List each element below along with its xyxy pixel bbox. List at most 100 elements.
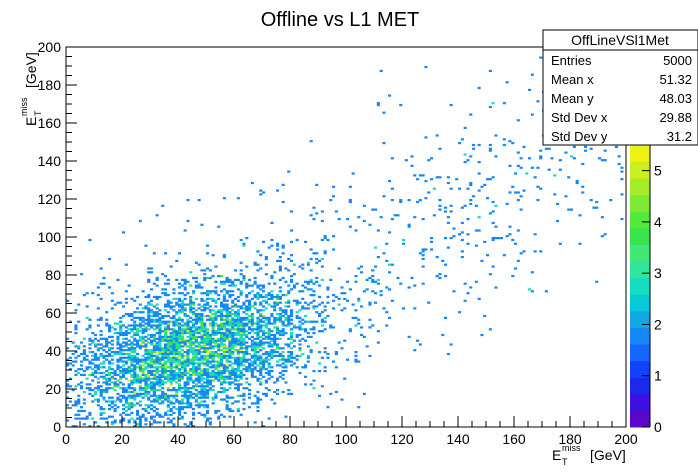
histogram-bin	[203, 373, 207, 376]
histogram-bin	[256, 330, 260, 333]
histogram-bin	[124, 368, 128, 371]
histogram-bin	[245, 370, 249, 373]
histogram-bin	[88, 326, 92, 329]
histogram-bin	[239, 318, 243, 321]
histogram-bin	[127, 354, 131, 357]
histogram-bin	[222, 299, 226, 302]
histogram-bin	[141, 364, 145, 367]
histogram-bin	[116, 392, 120, 395]
histogram-bin	[74, 356, 78, 359]
histogram-bin	[178, 347, 182, 350]
histogram-bin	[147, 301, 151, 304]
histogram-bin	[122, 389, 126, 392]
histogram-bin	[208, 362, 212, 365]
histogram-bin	[189, 394, 193, 397]
histogram-bin	[519, 195, 523, 198]
histogram-bin	[183, 307, 187, 310]
histogram-bin	[175, 371, 179, 375]
histogram-bin	[301, 263, 305, 266]
histogram-bin	[264, 295, 268, 299]
histogram-bin	[158, 324, 162, 327]
color-scale-segment	[630, 178, 650, 196]
histogram-bin	[172, 423, 176, 426]
histogram-bin	[284, 324, 288, 327]
histogram-bin	[228, 339, 232, 342]
histogram-bin	[74, 370, 78, 373]
histogram-bin	[256, 345, 260, 348]
histogram-bin	[259, 339, 263, 342]
histogram-bin	[245, 286, 249, 289]
histogram-bin	[180, 390, 184, 394]
x-tick-label: 100	[334, 431, 358, 447]
histogram-bin	[130, 351, 134, 354]
histogram-bin	[281, 320, 285, 323]
histogram-bin	[152, 400, 156, 403]
histogram-bin	[150, 377, 154, 380]
histogram-bin	[116, 385, 120, 388]
histogram-bin	[147, 354, 151, 357]
histogram-bin	[150, 352, 154, 356]
histogram-bin	[169, 379, 173, 382]
histogram-bin	[228, 349, 232, 352]
histogram-bin	[127, 358, 131, 361]
histogram-bin	[74, 425, 78, 428]
histogram-bin	[413, 307, 417, 310]
histogram-bin	[446, 352, 450, 356]
histogram-bin	[99, 267, 103, 270]
histogram-bin	[183, 313, 187, 316]
histogram-bin	[152, 313, 156, 316]
histogram-bin	[259, 193, 263, 196]
histogram-bin	[211, 356, 215, 359]
histogram-bin	[239, 320, 243, 323]
histogram-bin	[256, 337, 260, 340]
histogram-bin	[267, 362, 271, 365]
histogram-bin	[228, 318, 232, 321]
histogram-bin	[164, 394, 168, 397]
histogram-bin	[197, 364, 201, 367]
histogram-bin	[220, 275, 224, 278]
histogram-bin	[231, 341, 235, 344]
histogram-bin	[178, 341, 182, 344]
histogram-bin	[194, 326, 198, 329]
histogram-bin	[169, 373, 173, 376]
histogram-bin	[164, 332, 168, 335]
histogram-bin	[175, 311, 179, 314]
color-scale-segment	[630, 327, 650, 345]
histogram-bin	[211, 275, 215, 278]
histogram-bin	[528, 157, 532, 160]
histogram-bin	[124, 345, 128, 348]
histogram-bin	[388, 263, 392, 266]
histogram-bin	[141, 389, 145, 392]
histogram-bin	[144, 409, 148, 413]
histogram-bin	[161, 288, 165, 291]
x-axis-title-sup: miss	[562, 443, 581, 453]
histogram-bin	[122, 324, 126, 327]
histogram-bin	[276, 379, 280, 382]
histogram-bin	[158, 349, 162, 352]
histogram-bin	[231, 347, 235, 350]
histogram-bin	[231, 316, 235, 319]
histogram-bin	[256, 309, 260, 312]
histogram-bin	[276, 337, 280, 340]
histogram-bin	[186, 383, 190, 386]
histogram-bin	[231, 333, 235, 337]
histogram-bin	[110, 339, 114, 342]
histogram-bin	[242, 360, 246, 363]
histogram-bin	[82, 402, 86, 405]
histogram-bin	[183, 345, 187, 348]
histogram-bin	[152, 383, 156, 386]
histogram-bin	[102, 337, 106, 340]
histogram-bin	[183, 385, 187, 388]
histogram-bin	[388, 94, 392, 97]
histogram-bin	[290, 210, 294, 213]
histogram-bin	[273, 326, 277, 329]
histogram-bin	[136, 362, 140, 365]
histogram-bin	[206, 276, 210, 280]
y-axis-title-unit: [GeV]	[23, 52, 39, 88]
histogram-bin	[214, 330, 218, 333]
histogram-bin	[206, 318, 210, 321]
histogram-bin	[197, 284, 201, 287]
y-tick-label: 20	[45, 381, 61, 397]
histogram-bin	[189, 341, 193, 344]
histogram-bin	[186, 358, 190, 361]
